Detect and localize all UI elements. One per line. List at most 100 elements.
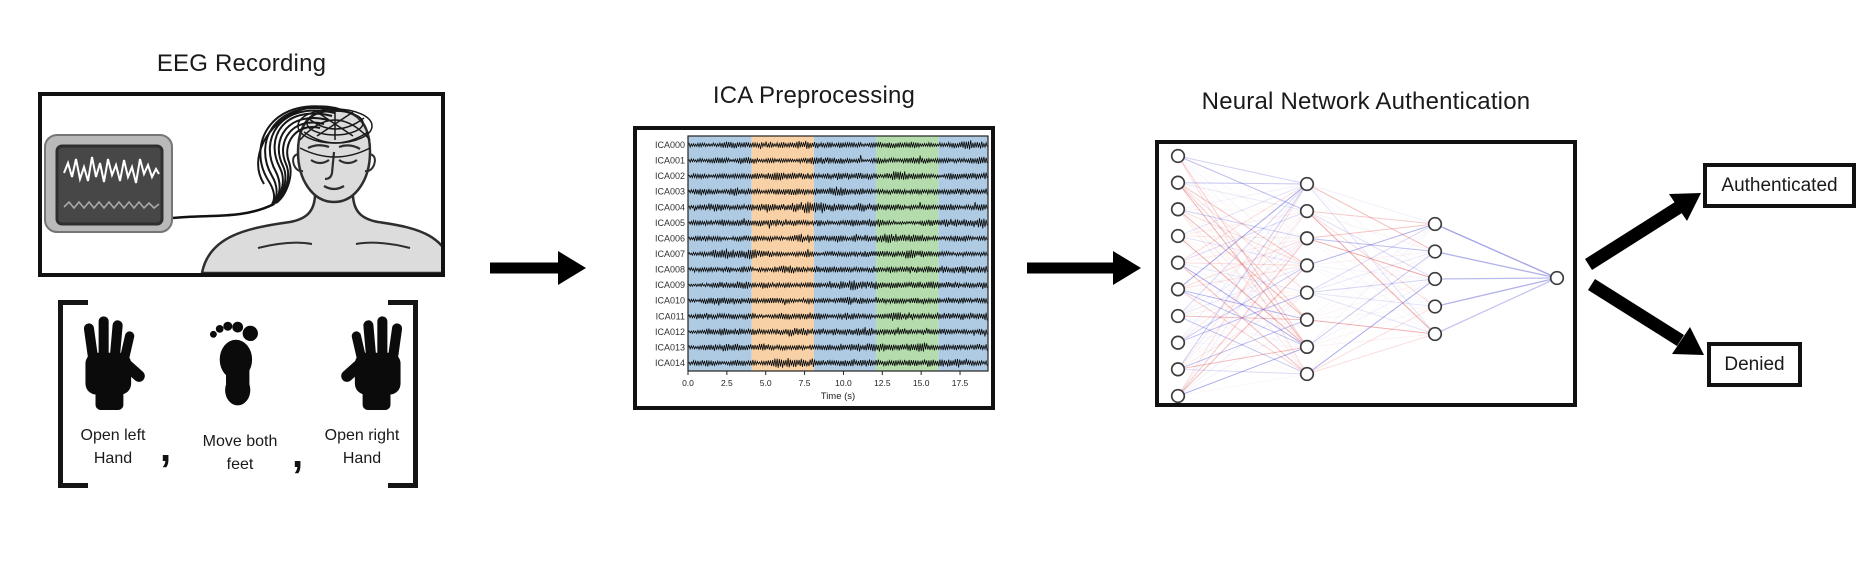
nn-node-layer-2 xyxy=(1427,326,1443,342)
arrow-ica-to-nn xyxy=(1027,251,1141,285)
x-tick-label: 12.5 xyxy=(874,378,891,388)
nn-edge xyxy=(1177,288,1308,294)
nn-edge xyxy=(1177,319,1308,344)
nn-edge xyxy=(1177,210,1308,344)
authenticated-box: Authenticated xyxy=(1703,163,1856,208)
nn-edge xyxy=(1306,278,1436,375)
channel-label: ICA011 xyxy=(656,311,685,321)
right-hand-icon xyxy=(341,316,403,410)
nn-edge xyxy=(1177,342,1308,375)
channel-label: ICA002 xyxy=(655,171,685,181)
nn-edge xyxy=(1434,277,1558,308)
nn-edge xyxy=(1177,237,1308,344)
nn-edge xyxy=(1177,373,1308,397)
nn-edge xyxy=(1177,315,1308,348)
nn-edge xyxy=(1306,251,1436,321)
nn-node-layer-1 xyxy=(1299,176,1315,192)
nn-edge xyxy=(1177,262,1308,348)
nn-edge xyxy=(1177,237,1308,370)
nn-node-layer-1 xyxy=(1299,312,1315,327)
x-tick-label: 2.5 xyxy=(721,378,733,388)
nn-node-layer-1 xyxy=(1299,203,1315,219)
nn-edge xyxy=(1177,210,1308,317)
channel-label: ICA007 xyxy=(655,249,685,259)
nn-edge xyxy=(1177,292,1308,397)
channel-waveform xyxy=(687,140,988,150)
nn-node-layer-0 xyxy=(1170,308,1186,324)
nn-edge xyxy=(1177,265,1308,370)
nn-edge xyxy=(1177,183,1308,397)
nn-edge xyxy=(1177,210,1308,370)
nn-edge xyxy=(1177,210,1308,290)
nn-node-layer-1 xyxy=(1299,366,1315,382)
nn-edge xyxy=(1306,333,1436,348)
nn-edge xyxy=(1306,251,1436,294)
nn-edge xyxy=(1306,292,1436,335)
nn-node-layer-2 xyxy=(1427,244,1443,259)
task-label-open-left-hand: Open left Hand xyxy=(80,427,146,467)
channel-label: ICA005 xyxy=(655,218,685,228)
nn-edge xyxy=(1177,319,1308,397)
nn-node-layer-0 xyxy=(1170,362,1186,377)
nn-edge xyxy=(1306,292,1436,307)
denied-box: Denied xyxy=(1707,342,1802,387)
nn-edge xyxy=(1306,251,1436,375)
nn-edge xyxy=(1306,210,1436,225)
nn-edge xyxy=(1177,182,1308,239)
nn-edge xyxy=(1177,346,1308,370)
channel-label: ICA010 xyxy=(655,296,685,306)
arrow-nn-to-denied xyxy=(1588,279,1704,355)
nn-edge xyxy=(1177,288,1308,321)
x-tick-label: 5.0 xyxy=(760,378,772,388)
nn-edge xyxy=(1306,223,1436,294)
nn-edge xyxy=(1177,262,1308,266)
nn-edge xyxy=(1434,223,1558,279)
channel-label: ICA000 xyxy=(655,140,685,150)
eeg-illustration xyxy=(44,105,441,273)
channel-waveform xyxy=(687,218,988,229)
ica-panel-title: ICA Preprocessing xyxy=(712,82,916,109)
nn-edge xyxy=(1177,235,1308,348)
channel-waveform xyxy=(687,155,988,165)
nn-edge xyxy=(1306,264,1436,307)
nn-edge xyxy=(1177,182,1308,321)
channel-label: ICA004 xyxy=(655,202,685,212)
nn-node-layer-0 xyxy=(1170,388,1186,403)
channel-label: ICA003 xyxy=(655,187,685,197)
x-tick-label: 15.0 xyxy=(913,378,930,388)
nn-edge xyxy=(1177,237,1308,264)
left-hand-icon xyxy=(83,316,145,410)
nn-edge xyxy=(1177,183,1308,210)
nn-node-layer-0 xyxy=(1170,202,1186,217)
nn-node-layer-0 xyxy=(1170,335,1186,350)
x-tick-label: 7.5 xyxy=(799,378,811,388)
person-illustration xyxy=(200,108,441,273)
nn-edge xyxy=(1177,315,1308,321)
nn-edge xyxy=(1306,251,1436,266)
channel-label: ICA001 xyxy=(655,156,685,166)
nn-edge xyxy=(1306,251,1436,348)
nn-node-layer-0 xyxy=(1170,148,1186,164)
nn-edge xyxy=(1177,208,1308,321)
nn-edge xyxy=(1434,250,1558,279)
nn-edge xyxy=(1177,155,1308,348)
nn-node-layer-0 xyxy=(1170,228,1186,244)
monitor-eeg-trace xyxy=(63,156,160,210)
nn-edge xyxy=(1434,277,1558,335)
nn-edge xyxy=(1177,346,1308,397)
nn-node-layer-1 xyxy=(1299,258,1315,273)
task-separator-2: , xyxy=(292,432,304,476)
ica-component-plot: ICA000 ICA001 ICA002 ICA003 ICA004 ICA005 ICA0… xyxy=(637,130,991,406)
nn-node-layer-1 xyxy=(1299,231,1315,246)
channel-waveform xyxy=(687,186,988,196)
nn-edge xyxy=(1177,183,1308,344)
nn-edge xyxy=(1306,223,1436,266)
nn-edge xyxy=(1177,235,1308,294)
nn-edge xyxy=(1306,183,1436,252)
task-label-move-both-feet: Move both feet xyxy=(202,433,278,473)
denied-label: Denied xyxy=(1724,353,1785,375)
nn-edge xyxy=(1177,265,1308,397)
nn-edge xyxy=(1177,210,1308,237)
neural-network-panel xyxy=(1155,140,1577,407)
